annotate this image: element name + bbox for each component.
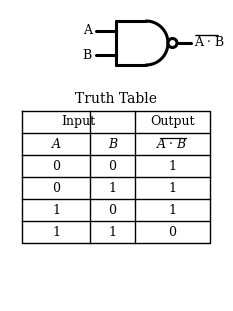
Text: 1: 1 bbox=[109, 225, 116, 239]
Text: 0: 0 bbox=[168, 225, 177, 239]
Circle shape bbox=[168, 39, 177, 48]
Text: 1: 1 bbox=[168, 203, 177, 216]
Text: 1: 1 bbox=[168, 182, 177, 194]
Text: A · B: A · B bbox=[158, 137, 188, 151]
Text: 1: 1 bbox=[52, 225, 60, 239]
Text: 1: 1 bbox=[52, 203, 60, 216]
Text: 0: 0 bbox=[109, 203, 116, 216]
Text: B: B bbox=[83, 49, 92, 62]
Text: 0: 0 bbox=[109, 160, 116, 173]
Text: 0: 0 bbox=[52, 182, 60, 194]
Text: A: A bbox=[51, 137, 61, 151]
Text: B: B bbox=[108, 137, 117, 151]
Text: A: A bbox=[83, 24, 92, 37]
Text: Output: Output bbox=[150, 115, 195, 128]
Text: 0: 0 bbox=[52, 160, 60, 173]
Text: Input: Input bbox=[62, 115, 96, 128]
Text: A · B: A · B bbox=[194, 36, 224, 49]
Text: 1: 1 bbox=[168, 160, 177, 173]
Text: 1: 1 bbox=[109, 182, 116, 194]
Text: Truth Table: Truth Table bbox=[75, 92, 157, 106]
